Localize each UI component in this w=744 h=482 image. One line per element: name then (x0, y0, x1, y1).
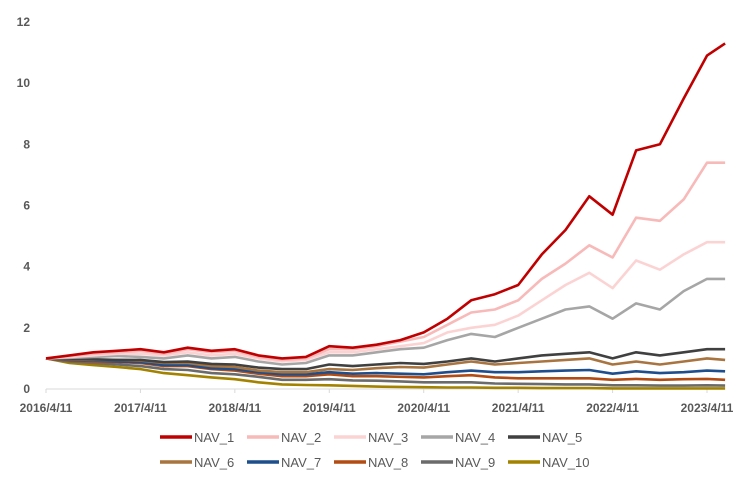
x-tick-label: 2018/4/11 (208, 401, 261, 415)
y-axis: 0 2 4 6 8 10 12 (17, 15, 31, 396)
x-tick-label: 2022/4/11 (586, 401, 639, 415)
legend-item-nav-4: NAV_4 (421, 430, 495, 445)
legend-label: NAV_8 (368, 455, 408, 470)
legend-label: NAV_7 (281, 455, 321, 470)
x-tick-label: 2023/4/11 (681, 401, 734, 415)
legend-label: NAV_1 (194, 430, 234, 445)
legend-label: NAV_10 (542, 455, 589, 470)
x-tick-label: 2016/4/11 (20, 401, 73, 415)
y-tick-label: 12 (17, 15, 31, 29)
legend-item-nav-3: NAV_3 (334, 430, 408, 445)
series-line-nav-2 (45, 161, 726, 362)
legend-label: NAV_9 (455, 455, 495, 470)
legend: NAV_1 NAV_2 NAV_3 NAV_4 NAV_5 NAV_6 NAV_7 NAV_8… (160, 430, 589, 470)
legend-item-nav-5: NAV_5 (508, 430, 582, 445)
series-line-nav-4 (45, 277, 726, 366)
legend-item-nav-10: NAV_10 (508, 455, 589, 470)
series-line-nav-1 (45, 42, 726, 360)
legend-label: NAV_2 (281, 430, 321, 445)
x-axis: 2016/4/11 2017/4/11 2018/4/11 2019/4/11 2020… (20, 388, 734, 415)
legend-label: NAV_5 (542, 430, 582, 445)
series-line-nav-9 (45, 357, 726, 387)
x-tick-label: 2019/4/11 (303, 401, 356, 415)
series-line-nav-3 (45, 240, 726, 363)
legend-item-nav-7: NAV_7 (247, 455, 321, 470)
x-tick-label: 2020/4/11 (397, 401, 450, 415)
y-tick-label: 0 (23, 382, 30, 396)
series-line-nav-7 (45, 357, 726, 376)
series-line-nav-5 (45, 347, 726, 371)
y-tick-label: 4 (23, 260, 30, 274)
legend-item-nav-2: NAV_2 (247, 430, 321, 445)
y-tick-label: 2 (23, 321, 30, 335)
x-tick-label: 2017/4/11 (114, 401, 167, 415)
legend-label: NAV_4 (455, 430, 495, 445)
legend-label: NAV_3 (368, 430, 408, 445)
legend-item-nav-9: NAV_9 (421, 455, 495, 470)
legend-item-nav-1: NAV_1 (160, 430, 234, 445)
legend-item-nav-8: NAV_8 (334, 455, 408, 470)
legend-item-nav-6: NAV_6 (160, 455, 234, 470)
series-lines (45, 42, 726, 390)
series-line-nav-10 (45, 357, 726, 390)
y-tick-label: 8 (23, 137, 30, 151)
y-tick-label: 10 (17, 76, 31, 90)
y-tick-label: 6 (23, 199, 30, 213)
legend-label: NAV_6 (194, 455, 234, 470)
x-tick-label: 2021/4/11 (492, 401, 545, 415)
